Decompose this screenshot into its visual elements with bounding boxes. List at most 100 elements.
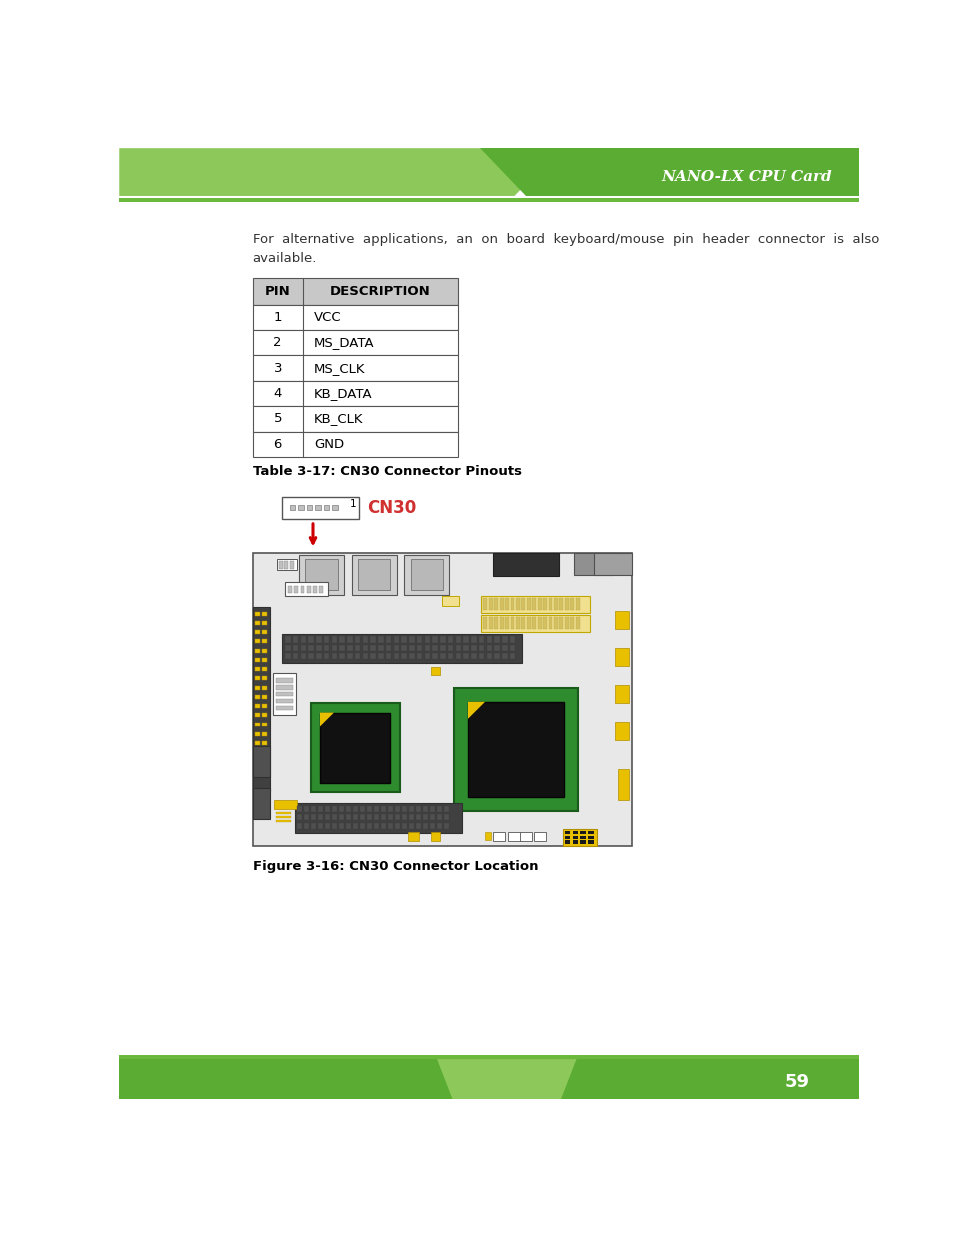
Bar — [618, 769, 629, 799]
Bar — [537, 618, 541, 630]
Bar — [593, 553, 632, 574]
Bar — [261, 751, 267, 755]
Bar — [261, 658, 267, 662]
Bar — [254, 769, 260, 773]
Bar — [261, 630, 267, 634]
Bar — [339, 636, 344, 642]
Bar — [362, 645, 368, 651]
Bar — [505, 618, 509, 630]
Bar — [300, 636, 306, 642]
Text: KB_DATA: KB_DATA — [314, 387, 372, 400]
Bar — [430, 823, 435, 829]
Text: GND: GND — [314, 437, 343, 451]
Bar — [483, 598, 487, 610]
Bar — [297, 805, 302, 811]
Text: 4: 4 — [274, 387, 282, 400]
Bar — [456, 645, 460, 651]
Text: 1: 1 — [274, 311, 282, 324]
Bar — [410, 559, 443, 590]
Text: 6: 6 — [274, 437, 282, 451]
Bar — [510, 598, 514, 610]
Bar — [254, 695, 260, 699]
Bar — [486, 636, 492, 642]
Bar — [254, 611, 260, 615]
Text: KB_CLK: KB_CLK — [314, 412, 363, 425]
Bar — [401, 636, 406, 642]
Bar — [483, 618, 487, 630]
Bar — [323, 653, 329, 659]
Bar — [493, 832, 505, 841]
Bar — [494, 598, 497, 610]
Bar — [402, 823, 406, 829]
Bar — [367, 805, 372, 811]
Bar — [304, 823, 309, 829]
Bar — [315, 505, 320, 510]
Bar — [388, 814, 393, 820]
Bar — [346, 823, 351, 829]
Bar — [478, 653, 484, 659]
Bar — [307, 585, 311, 593]
Bar — [254, 630, 260, 634]
Bar — [509, 653, 515, 659]
Bar — [436, 823, 441, 829]
Bar — [360, 814, 365, 820]
Bar — [308, 636, 314, 642]
Bar — [275, 699, 293, 704]
Bar — [615, 685, 629, 704]
Bar — [509, 636, 515, 642]
Bar — [501, 653, 507, 659]
Bar — [416, 805, 420, 811]
Bar — [318, 814, 323, 820]
Bar — [432, 636, 437, 642]
Bar — [534, 832, 546, 841]
Bar — [253, 330, 457, 356]
Bar — [362, 636, 368, 642]
Polygon shape — [319, 713, 334, 726]
Bar — [275, 811, 291, 814]
Bar — [558, 618, 562, 630]
Bar — [346, 805, 351, 811]
Bar — [275, 692, 293, 697]
Bar — [261, 667, 267, 671]
Bar — [587, 841, 593, 844]
Bar — [432, 653, 437, 659]
Bar — [385, 653, 391, 659]
Bar — [521, 598, 525, 610]
Bar — [385, 645, 391, 651]
Bar — [298, 555, 344, 595]
Bar — [381, 814, 385, 820]
Bar — [374, 823, 378, 829]
Bar — [447, 636, 453, 642]
Bar — [254, 704, 260, 708]
Bar — [332, 636, 336, 642]
Bar — [537, 598, 541, 610]
Bar — [298, 505, 303, 510]
Bar — [615, 648, 629, 667]
Bar — [347, 636, 353, 642]
Bar — [318, 805, 323, 811]
Bar — [395, 823, 399, 829]
Bar — [254, 760, 260, 763]
Bar — [443, 805, 448, 811]
Bar — [300, 653, 306, 659]
Bar — [261, 732, 267, 736]
Bar — [480, 615, 589, 632]
Text: available.: available. — [253, 252, 316, 266]
Bar — [254, 741, 260, 745]
Bar — [564, 836, 570, 839]
Bar — [311, 805, 315, 811]
Bar — [385, 636, 391, 642]
Text: 2: 2 — [274, 336, 282, 350]
Bar — [436, 814, 441, 820]
Bar — [332, 645, 336, 651]
Bar — [339, 823, 344, 829]
Bar — [431, 832, 439, 841]
Bar — [509, 645, 515, 651]
Bar — [353, 814, 357, 820]
Bar — [323, 505, 329, 510]
Bar — [526, 618, 530, 630]
Bar — [254, 722, 260, 726]
Bar — [119, 1055, 858, 1060]
Bar — [253, 406, 457, 431]
Bar — [254, 732, 260, 736]
